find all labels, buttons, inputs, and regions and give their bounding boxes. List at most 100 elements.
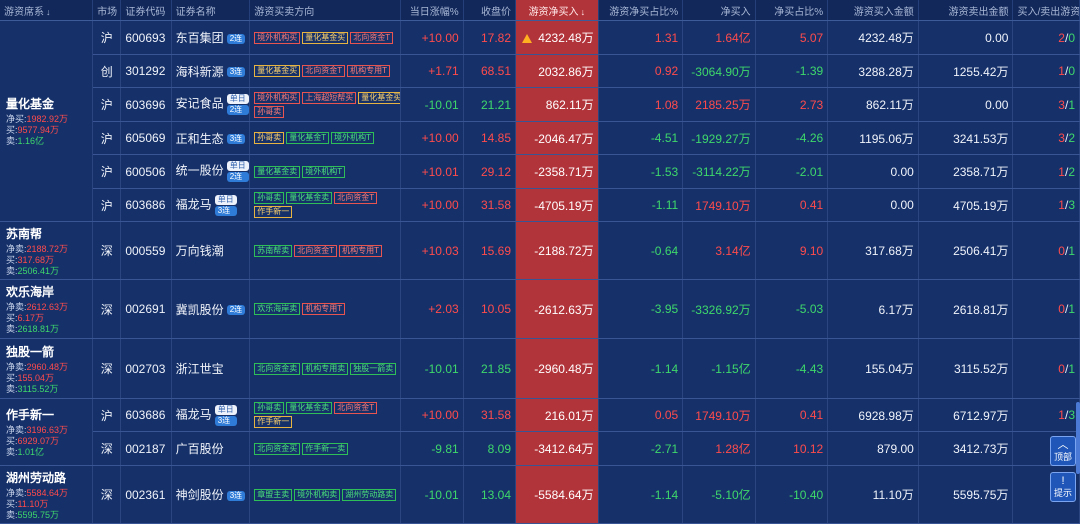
direction-tag[interactable]: 境外机构T [302, 165, 346, 178]
scrollbar[interactable] [1076, 402, 1080, 474]
direction-tag[interactable]: 作手新一 [254, 206, 293, 218]
name-cell[interactable]: 万向钱潮 [171, 221, 251, 280]
name-cell[interactable]: 海科新源 3连 [171, 54, 251, 88]
direction-tag[interactable]: 量化基金买 [254, 65, 301, 77]
col-change[interactable]: 当日涨幅% [400, 0, 464, 21]
direction-tag[interactable]: 孙哥卖 [254, 192, 285, 204]
stock-name[interactable]: 福龙马 [175, 407, 212, 422]
back-to-top-button[interactable]: ︿ 顶部 [1050, 436, 1076, 466]
code-cell[interactable]: 605069 [120, 121, 172, 155]
code-cell[interactable]: 000559 [120, 221, 172, 280]
col-group[interactable]: 游资席系 ↓ [0, 0, 94, 21]
code-cell[interactable]: 301292 [120, 54, 172, 88]
direction-tag[interactable]: 北向资金T [350, 31, 394, 44]
code-cell[interactable]: 603696 [120, 87, 172, 122]
col-market[interactable]: 市场 [92, 0, 122, 21]
col-close[interactable]: 收盘价 [463, 0, 517, 21]
direction-tag[interactable]: 量化基金T [286, 132, 330, 144]
code-cell[interactable]: 002361 [120, 465, 172, 524]
direction-tag[interactable]: 章盟主卖 [254, 488, 293, 501]
direction-tag[interactable]: 北向资金T [294, 244, 338, 257]
col-code[interactable]: 证券代码 [120, 0, 172, 21]
col-buy-amt[interactable]: 游资买入金额 [827, 0, 919, 21]
code-cell[interactable]: 603686 [120, 398, 172, 432]
name-cell[interactable]: 正和生态 3连 [171, 121, 251, 155]
table-row[interactable]: 深 002187 广百股份 北向资金买 作手新一卖 -9.81 8.09 -3412.64万 -… [0, 431, 1080, 466]
code-cell[interactable]: 002703 [120, 338, 172, 399]
direction-tag[interactable]: 作手新一 [254, 416, 293, 428]
group-cell[interactable]: 量化基金 净买:1982.92万 买:9577.94万 卖:1.16亿 [0, 20, 94, 222]
hint-button[interactable]: ! 提示 [1050, 472, 1076, 502]
table-row[interactable]: 作手新一 净卖:3196.63万 买:6929.07万 卖:1.01亿沪 603686 福… [0, 398, 1080, 466]
direction-tag[interactable]: 孙哥卖 [254, 402, 285, 414]
code-cell[interactable]: 600693 [120, 20, 172, 55]
name-cell[interactable]: 安记食品 单日 2连 [171, 87, 251, 122]
table-row[interactable]: 欢乐海岸 净卖:2612.63万 买:6.17万 卖:2618.81万深 002691 冀… [0, 279, 1080, 339]
direction-tag[interactable]: 上海超短帮买 [302, 91, 357, 104]
table-row[interactable]: 沪 605069 正和生态 3连 孙哥卖 量化基金T 境外机构T +10.00 14.85 -20… [0, 121, 1080, 155]
name-cell[interactable]: 广百股份 [171, 431, 251, 466]
stock-name[interactable]: 浙江世宝 [175, 362, 224, 376]
direction-tag[interactable]: 境外机构卖 [294, 488, 341, 501]
table-row[interactable]: 苏南帮 净卖:2188.72万 买:317.68万 卖:2506.41万深 000559… [0, 221, 1080, 280]
direction-tag[interactable]: 机构专用T [302, 303, 346, 315]
direction-tag[interactable]: 境外机构买 [254, 31, 301, 44]
col-direction[interactable]: 游资买卖方向 [249, 0, 402, 21]
direction-tag[interactable]: 北向资金T [302, 65, 346, 77]
direction-tag[interactable]: 机构专用T [347, 65, 390, 77]
stock-name[interactable]: 东百集团 [175, 31, 224, 45]
direction-tag[interactable]: 北向资金T [334, 192, 378, 204]
col-count[interactable]: 买入/卖出游资家数 [1012, 0, 1080, 21]
table-row[interactable]: 量化基金 净买:1982.92万 买:9577.94万 卖:1.16亿沪 600693 东… [0, 20, 1080, 222]
name-cell[interactable]: 福龙马 单日 3连 [171, 398, 251, 432]
direction-tag[interactable]: 境外机构买 [254, 91, 301, 104]
direction-tag[interactable]: 机构专用T [339, 244, 382, 257]
table-row[interactable]: 独股一箭 净卖:2960.48万 买:155.04万 卖:3115.52万深 00270… [0, 338, 1080, 399]
table-row[interactable]: 湖州劳动路 净卖:5584.64万 买:11.10万 卖:5595.75万深 00236… [0, 465, 1080, 524]
direction-tag[interactable]: 机构专用卖 [302, 362, 349, 375]
direction-tag[interactable]: 独股一箭卖 [350, 362, 397, 375]
direction-tag[interactable]: 量化基金买 [302, 31, 349, 44]
direction-tag[interactable]: 北向资金买 [254, 442, 301, 455]
group-cell[interactable]: 苏南帮 净卖:2188.72万 买:317.68万 卖:2506.41万 [0, 221, 94, 280]
direction-tag[interactable]: 湖州劳动路卖 [342, 488, 397, 501]
stock-name[interactable]: 统一股份 [175, 163, 224, 178]
col-net-pct[interactable]: 净买占比% [755, 0, 829, 21]
direction-tag[interactable]: 作手新一卖 [302, 442, 349, 455]
table-row[interactable]: 创 301292 海科新源 3连 量化基金买 北向资金T 机构专用T +1.71 68.51 20… [0, 54, 1080, 88]
name-cell[interactable]: 冀凯股份 2连 [171, 279, 251, 339]
col-name[interactable]: 证券名称 [171, 0, 251, 21]
direction-tag[interactable]: 孙哥卖 [254, 132, 285, 144]
name-cell[interactable]: 统一股份 单日 2连 [171, 154, 251, 189]
name-cell[interactable]: 福龙马 单日 3连 [171, 188, 251, 222]
direction-tag[interactable]: 欢乐海岸卖 [254, 303, 301, 315]
stock-name[interactable]: 安记食品 [175, 96, 224, 111]
direction-tag[interactable]: 量化基金买 [358, 91, 400, 104]
stock-name[interactable]: 福龙马 [175, 197, 212, 212]
direction-tag[interactable]: 量化基金卖 [286, 192, 333, 204]
stock-name[interactable]: 海科新源 [175, 64, 224, 79]
col-net-buy[interactable]: 游资净买入 ↓ [515, 0, 599, 21]
table-row[interactable]: 沪 603686 福龙马 单日 3连 孙哥卖 量化基金卖 北向资金T 作手新一 +10.00 31.… [0, 188, 1080, 222]
direction-tag[interactable]: 量化基金卖 [286, 402, 333, 414]
code-cell[interactable]: 600506 [120, 154, 172, 189]
direction-tag[interactable]: 北向资金卖 [254, 362, 301, 375]
direction-tag[interactable]: 境外机构T [331, 132, 374, 144]
group-cell[interactable]: 湖州劳动路 净卖:5584.64万 买:11.10万 卖:5595.75万 [0, 465, 94, 524]
stock-name[interactable]: 正和生态 [175, 131, 224, 146]
direction-tag[interactable]: 北向资金T [334, 402, 378, 414]
stock-name[interactable]: 冀凯股份 [175, 302, 224, 317]
group-cell[interactable]: 独股一箭 净卖:2960.48万 买:155.04万 卖:3115.52万 [0, 338, 94, 399]
direction-tag[interactable]: 量化基金卖 [254, 165, 301, 178]
name-cell[interactable]: 东百集团 2连 [171, 20, 251, 55]
direction-tag[interactable]: 苏南帮卖 [254, 244, 293, 257]
code-cell[interactable]: 002187 [120, 431, 172, 466]
code-cell[interactable]: 603686 [120, 188, 172, 222]
col-sell-amt[interactable]: 游资卖出金额 [918, 0, 1014, 21]
table-row[interactable]: 沪 600506 统一股份 单日 2连 量化基金卖 境外机构T +10.01 29.12 -235… [0, 154, 1080, 189]
code-cell[interactable]: 002691 [120, 279, 172, 339]
col-net-ratio[interactable]: 游资净买占比% [598, 0, 684, 21]
group-cell[interactable]: 欢乐海岸 净卖:2612.63万 买:6.17万 卖:2618.81万 [0, 279, 94, 339]
stock-name[interactable]: 神剑股份 [175, 488, 224, 502]
name-cell[interactable]: 浙江世宝 [171, 338, 251, 399]
